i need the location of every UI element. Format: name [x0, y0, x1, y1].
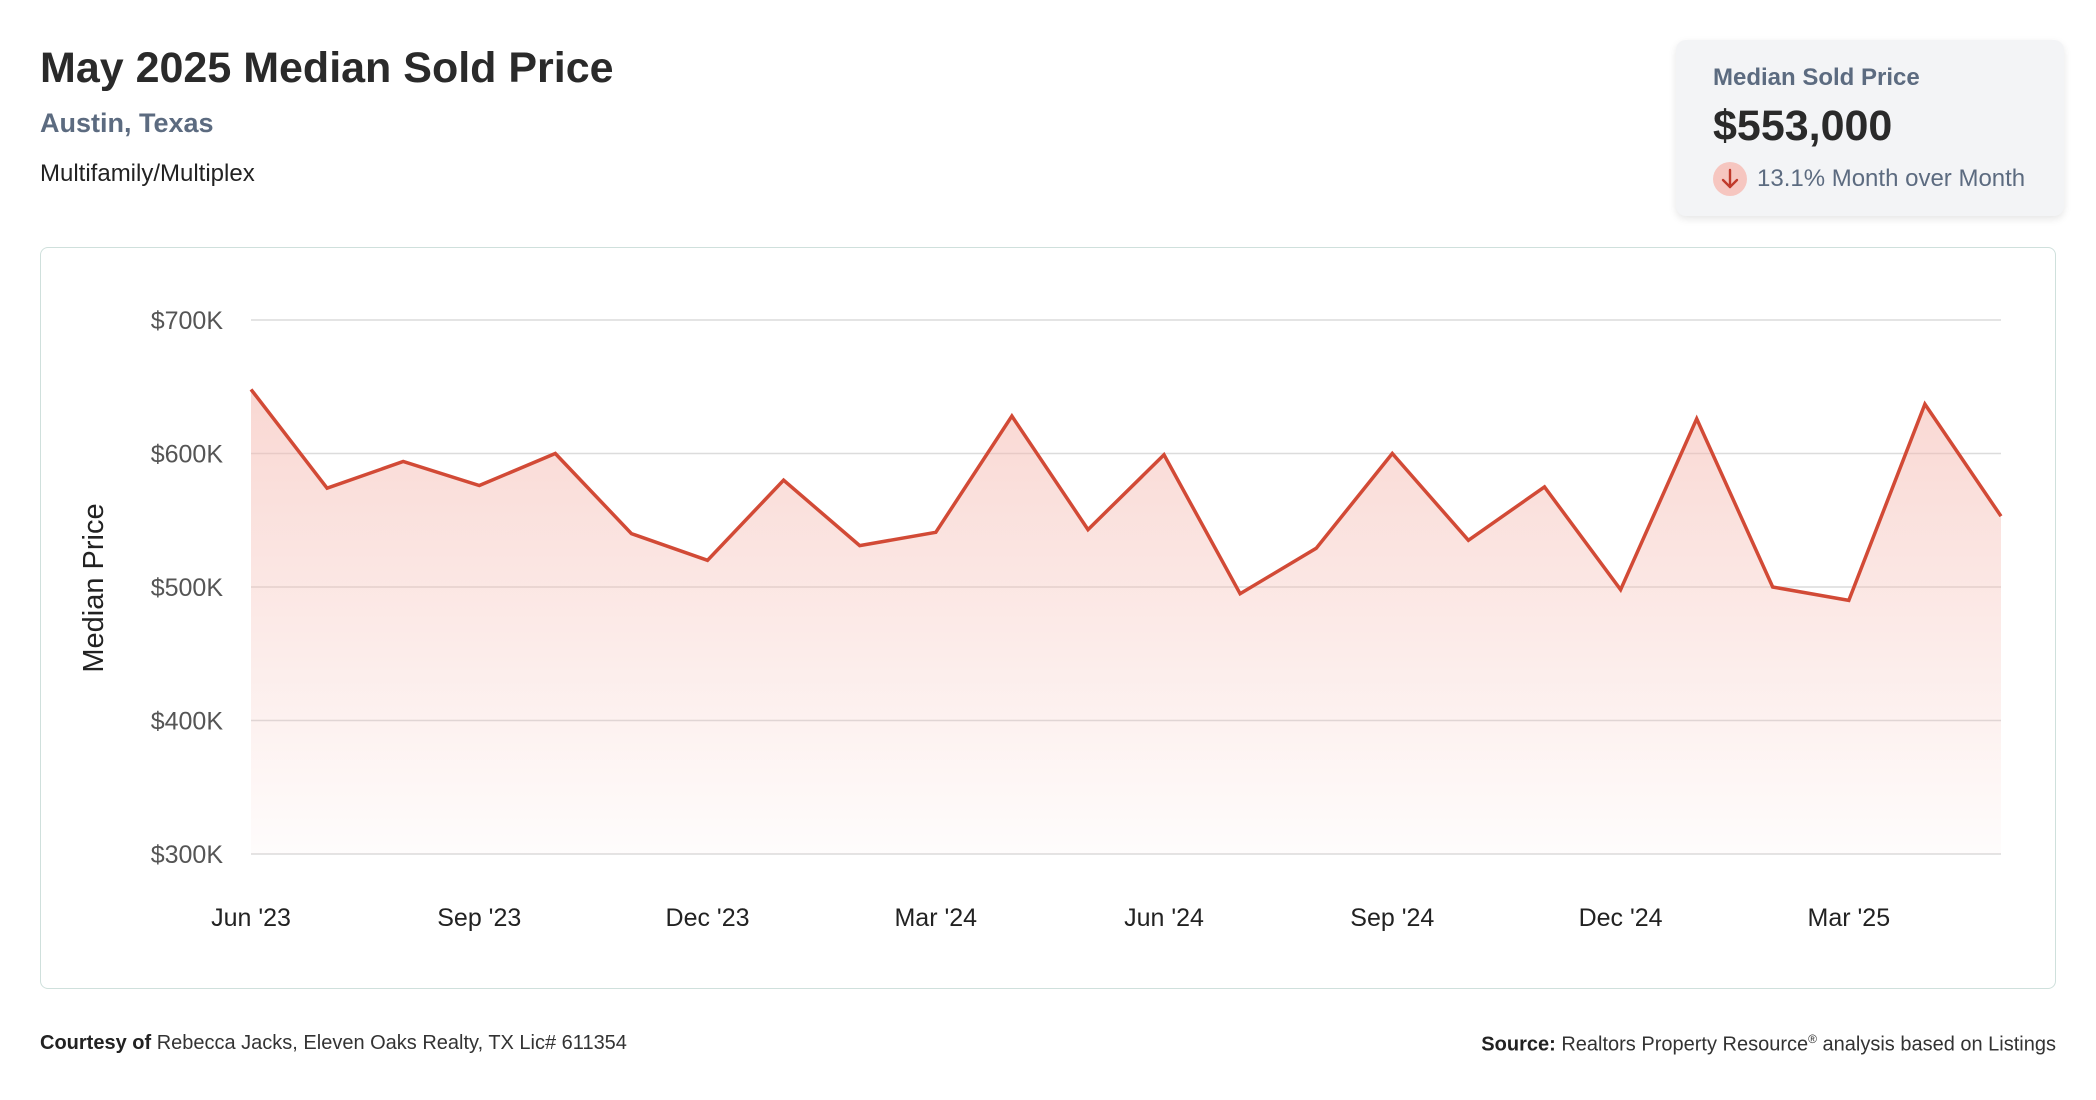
- property-type-label: Multifamily/Multiplex: [40, 160, 255, 187]
- x-tick-label: Sep '23: [437, 904, 521, 932]
- y-tick-label: $500K: [151, 574, 224, 602]
- data-point: [629, 532, 633, 536]
- data-point: [1999, 514, 2003, 518]
- data-point: [249, 387, 253, 391]
- registered-mark: ®: [1808, 1032, 1817, 1046]
- data-point: [934, 530, 938, 534]
- median-price-chart: $300K $400K $500K $600K $700K Jun '23 Sep '23…: [78, 307, 2003, 932]
- courtesy-label: Courtesy of: [40, 1032, 152, 1054]
- source-text: analysis based on Listings: [1822, 1033, 2056, 1056]
- y-tick-label: $300K: [151, 841, 224, 869]
- change-text: 13.1% Month over Month: [1757, 165, 2026, 192]
- data-point: [1771, 585, 1775, 589]
- data-point: [1238, 592, 1242, 596]
- data-point: [1162, 453, 1166, 457]
- data-point: [1847, 598, 1851, 602]
- data-point: [1619, 588, 1623, 592]
- data-point: [706, 558, 710, 562]
- x-tick-label: Mar '24: [894, 904, 977, 932]
- x-tick-label: Jun '24: [1124, 904, 1204, 932]
- stat-change: 13.1% Month over Month: [1713, 162, 2025, 196]
- data-point: [782, 478, 786, 482]
- data-point: [1314, 546, 1318, 550]
- page-title: May 2025 Median Sold Price: [40, 44, 614, 92]
- series-line: [249, 388, 2003, 603]
- data-point: [1542, 485, 1546, 489]
- data-point: [1466, 538, 1470, 542]
- courtesy-footer: Courtesy of Rebecca Jacks, Eleven Oaks R…: [40, 1032, 627, 1055]
- data-point: [1695, 417, 1699, 421]
- stat-value: $553,000: [1713, 102, 1893, 150]
- arrow-down-icon: [1713, 162, 1747, 196]
- source-name: Realtors Property Resource: [1561, 1033, 1809, 1056]
- chart-panel: $300K $400K $500K $600K $700K Jun '23 Sep '23…: [40, 247, 2056, 989]
- area-fill: [251, 389, 2001, 854]
- data-point: [1010, 414, 1014, 418]
- data-point: [1086, 528, 1090, 532]
- source-footer: Source: Realtors Property Resource® anal…: [1481, 1032, 2056, 1057]
- y-tick-label: $700K: [151, 307, 224, 335]
- data-point: [1923, 402, 1927, 406]
- y-tick-label: $600K: [151, 441, 224, 469]
- x-tick-label: Sep '24: [1350, 904, 1434, 932]
- median-price-card: Median Sold Price $553,000 13.1% Month o…: [1676, 40, 2064, 216]
- x-tick-label: Dec '23: [666, 904, 750, 932]
- x-tick-label: Jun '23: [211, 904, 291, 932]
- data-point: [401, 460, 405, 464]
- source-label: Source:: [1481, 1033, 1556, 1056]
- data-point: [553, 452, 557, 456]
- data-point: [1390, 452, 1394, 456]
- data-point: [325, 486, 329, 490]
- stat-label: Median Sold Price: [1713, 64, 1920, 91]
- data-point: [858, 544, 862, 548]
- x-tick-label: Dec '24: [1579, 904, 1663, 932]
- x-tick-label: Mar '25: [1808, 904, 1891, 932]
- y-tick-label: $400K: [151, 708, 224, 736]
- courtesy-text: Rebecca Jacks, Eleven Oaks Realty, TX Li…: [156, 1032, 627, 1054]
- data-point: [477, 484, 481, 488]
- y-axis-label: Median Price: [78, 503, 110, 672]
- location-label: Austin, Texas: [40, 108, 214, 138]
